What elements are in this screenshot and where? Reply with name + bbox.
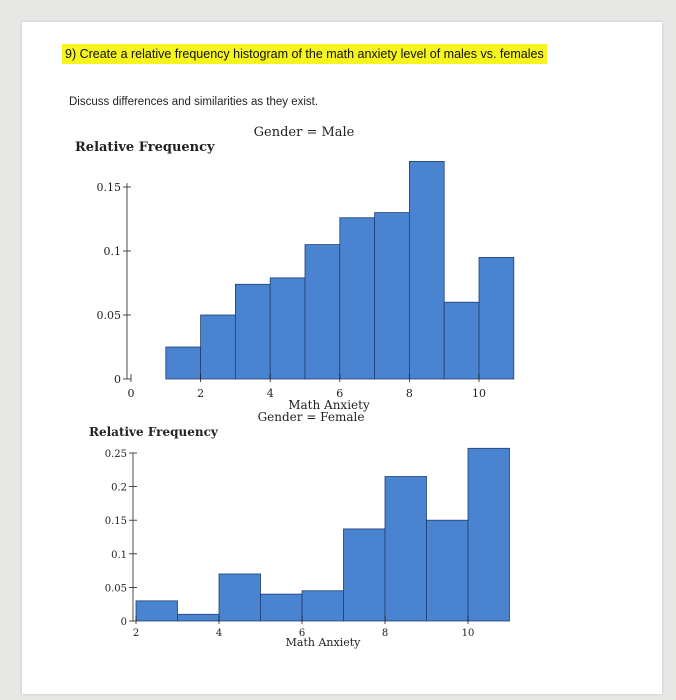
female-bar-6 (343, 528, 386, 622)
instructions-text: Discuss differences and similarities as … (69, 96, 319, 108)
female-x-tick-label: 4 (216, 628, 222, 639)
male-bar-6 (339, 217, 375, 380)
male-x-tick-label: 0 (128, 387, 135, 400)
female-bar-8 (426, 519, 469, 622)
male-bar-1 (165, 346, 202, 380)
female-y-tick-label: 0 (121, 617, 127, 628)
male-x-tick-label: 4 (267, 387, 274, 400)
male-x-tick-label: 6 (336, 387, 343, 400)
female-x-axis-title: Math Anxiety (286, 636, 362, 649)
female-bar-5 (301, 590, 344, 622)
male-y-tick-label: 0 (114, 373, 121, 386)
male-x-tick-label: 8 (406, 387, 413, 400)
male-bar-5 (304, 244, 341, 380)
male-histogram: 0 0.05 0.1 0.15 0 2 4 6 8 10 Relative Frequency Gen… (75, 125, 515, 412)
female-bar-9 (467, 447, 510, 622)
female-y-axis-title: Relative Frequency (89, 425, 219, 439)
male-x-axis-title: Math Anxiety (288, 398, 370, 412)
male-chart-title: Gender = Male (254, 125, 355, 140)
female-bar-3 (218, 573, 261, 622)
male-bar-2 (200, 314, 236, 380)
male-x-tick-label: 2 (197, 387, 204, 400)
male-bar-8 (408, 160, 445, 380)
female-bar-1 (135, 600, 178, 622)
female-y-tick-label: 0.2 (111, 483, 127, 494)
female-bar-2 (177, 613, 220, 622)
male-y-axis-title: Relative Frequency (75, 140, 215, 155)
male-bar-3 (234, 283, 271, 380)
female-bar-7 (384, 476, 427, 622)
male-bar-10 (478, 256, 515, 380)
question-text: 9) Create a relative frequency histogram… (62, 44, 547, 64)
male-y-tick-label: 0.05 (97, 309, 122, 322)
female-y-tick-label: 0.1 (111, 550, 127, 561)
female-x-tick-label: 8 (382, 628, 388, 639)
female-y-tick-label: 0.05 (105, 583, 127, 594)
male-y-tick-label: 0.15 (97, 181, 122, 194)
female-x-tick-label: 10 (462, 628, 475, 639)
male-y-tick-label: 0.1 (104, 245, 122, 258)
female-chart-title: Gender = Female (258, 410, 365, 424)
female-bar-4 (260, 593, 303, 622)
male-bar-7 (374, 212, 410, 380)
female-x-tick-label: 2 (133, 628, 139, 639)
male-bar-4 (269, 277, 306, 380)
female-histogram: 0 0.05 0.1 0.15 0.2 0.25 2 4 6 8 10 Relative Freque… (89, 410, 510, 649)
female-x-tick-label: 6 (299, 628, 305, 639)
female-y-tick-label: 0.15 (105, 516, 127, 527)
male-bar-9 (443, 301, 480, 380)
female-y-tick-label: 0.25 (105, 449, 127, 460)
male-x-tick-label: 10 (472, 387, 486, 400)
